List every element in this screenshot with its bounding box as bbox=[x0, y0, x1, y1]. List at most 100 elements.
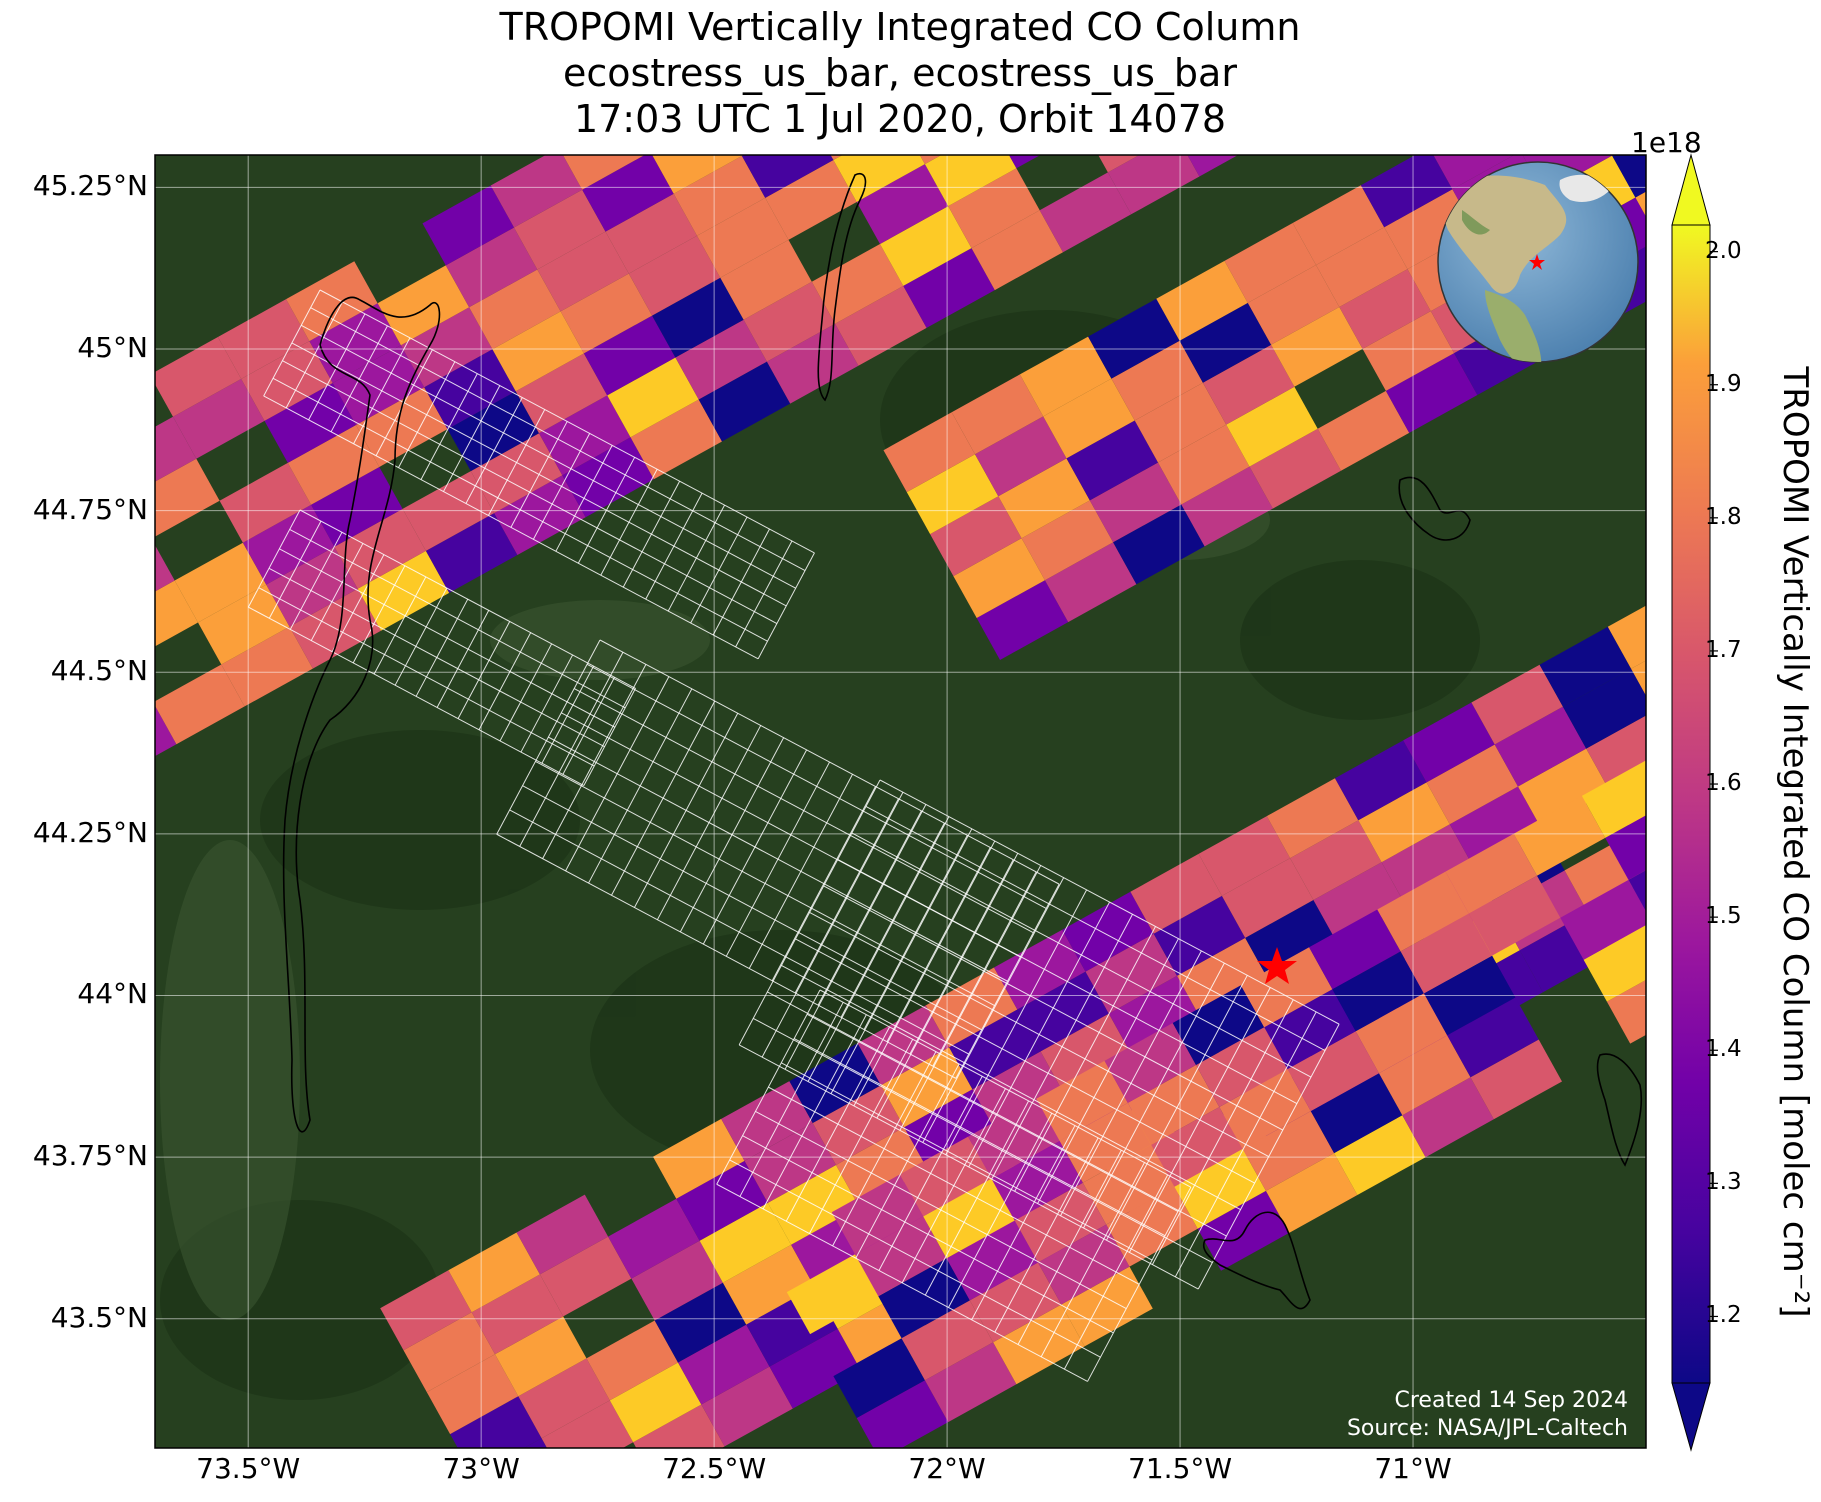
co-pixel bbox=[1265, 1153, 1358, 1233]
co-pixel bbox=[769, 1328, 861, 1409]
chart-title: TROPOMI Vertically Integrated CO Column bbox=[499, 5, 1301, 49]
co-pixel bbox=[904, 1089, 996, 1170]
colorbar-tick-label: 1.5 bbox=[1705, 903, 1742, 930]
co-pixel bbox=[1245, 900, 1337, 980]
co-pixel bbox=[1287, 1031, 1379, 1112]
co-pixel bbox=[1518, 748, 1610, 829]
co-pixel bbox=[766, 323, 859, 404]
co-pixel bbox=[1062, 891, 1154, 972]
co-pixel bbox=[1334, 1115, 1426, 1195]
co-pixel bbox=[562, 437, 654, 518]
co-pixel bbox=[221, 626, 313, 707]
co-pixel bbox=[332, 345, 425, 425]
co-pixel bbox=[1014, 1182, 1107, 1263]
co-pixel bbox=[1381, 824, 1474, 905]
co-pixel bbox=[631, 1240, 723, 1321]
ecostress-scene bbox=[496, 639, 1060, 1079]
co-pixel bbox=[675, 319, 767, 400]
co-pixel bbox=[1038, 1224, 1130, 1305]
co-pixel bbox=[1749, 42, 1821, 122]
lake-sebago-outline bbox=[1596, 1053, 1643, 1167]
co-pixel bbox=[701, 1366, 793, 1447]
co-pixel bbox=[1634, 0, 1726, 76]
colorbar-exponent: 1e18 bbox=[1631, 126, 1702, 159]
co-pixel bbox=[470, 433, 563, 514]
lake-winnipesaukee-outline bbox=[1202, 1211, 1311, 1310]
co-pixel bbox=[1198, 816, 1291, 896]
co-pixel bbox=[856, 164, 949, 244]
co-pixel bbox=[1725, 0, 1817, 80]
co-pixel bbox=[743, 281, 836, 362]
co-pixel bbox=[720, 239, 812, 320]
co-pixel bbox=[678, 1324, 770, 1405]
co-pixel bbox=[1310, 1073, 1403, 1154]
co-pixel bbox=[1447, 997, 1539, 1078]
co-pixel bbox=[469, 269, 561, 350]
lat-tick-label: 44.75°N bbox=[32, 492, 148, 526]
lat-tick-label: 45.25°N bbox=[32, 169, 148, 203]
co-pixel bbox=[1335, 740, 1427, 821]
co-pixel bbox=[880, 1047, 973, 1128]
co-pixel bbox=[17, 740, 109, 820]
co-pixel bbox=[1539, 626, 1632, 707]
co-pixel bbox=[1249, 428, 1341, 509]
co-pixel bbox=[155, 337, 242, 417]
lat-tick-label: 44.5°N bbox=[50, 654, 148, 688]
colorbar bbox=[1671, 153, 1718, 1452]
co-pixel bbox=[0, 534, 83, 614]
lake-memphremagog-outline bbox=[817, 173, 867, 402]
source-credit: Source: NASA/JPL-Caltech bbox=[1346, 1416, 1628, 1441]
co-pixel bbox=[495, 1316, 587, 1397]
globe-land bbox=[1442, 174, 1610, 362]
co-pixel bbox=[174, 542, 267, 623]
co-pixel bbox=[1290, 820, 1382, 900]
co-pixel bbox=[1226, 386, 1318, 467]
co-pixel bbox=[448, 1232, 540, 1313]
colorbar-tick-label: 1.8 bbox=[1705, 503, 1742, 530]
co-pixel bbox=[1098, 155, 1140, 173]
co-pixel bbox=[948, 168, 1040, 249]
co-pixel bbox=[264, 383, 356, 463]
co-pixel bbox=[924, 155, 1017, 207]
colorbar-tick-label: 1.3 bbox=[1705, 1169, 1742, 1196]
co-pixel bbox=[155, 458, 220, 537]
co-pixel bbox=[1085, 933, 1177, 1014]
co-pixel bbox=[833, 1338, 925, 1418]
co-pixel bbox=[242, 504, 335, 585]
co-pixel bbox=[426, 1354, 519, 1435]
co-pixel bbox=[1470, 1039, 1562, 1120]
co-pixel bbox=[0, 614, 38, 694]
co-pixel bbox=[1271, 307, 1363, 387]
co-pixel bbox=[471, 1274, 564, 1355]
co-pixel bbox=[1332, 951, 1424, 1032]
co-pixel bbox=[1635, 191, 1646, 217]
co-pixel bbox=[516, 1194, 609, 1275]
co-pixel bbox=[949, 1009, 1041, 1090]
co-pixel bbox=[1247, 265, 1340, 345]
co-pixel bbox=[0, 698, 85, 778]
colorbar-label: TROPOMI Vertically Integrated CO Column … bbox=[1775, 366, 1815, 1318]
lat-tick-label: 43.75°N bbox=[32, 1139, 148, 1173]
co-pixel bbox=[765, 160, 857, 240]
ecostress-scene bbox=[738, 779, 1340, 1290]
co-pixel bbox=[1158, 424, 1250, 505]
lat-tick-label: 44.25°N bbox=[32, 815, 148, 849]
lon-tick-label: 73°W bbox=[442, 1452, 520, 1485]
co-pixel bbox=[786, 1254, 879, 1335]
co-pixel bbox=[1449, 786, 1542, 867]
co-pixel bbox=[1313, 862, 1405, 942]
co-pixel bbox=[1631, 660, 1646, 696]
co-pixel bbox=[1772, 84, 1821, 164]
co-pixel bbox=[1181, 466, 1273, 547]
co-pixel bbox=[537, 231, 629, 312]
co-pixel bbox=[1814, 639, 1821, 719]
co-pixel bbox=[518, 1358, 610, 1439]
co-pixel bbox=[998, 458, 1090, 539]
co-pixel bbox=[1385, 353, 1478, 433]
co-pixel bbox=[541, 1400, 634, 1448]
co-pixel bbox=[653, 1118, 745, 1199]
co-pixel bbox=[722, 1244, 815, 1325]
co-pixel bbox=[1468, 875, 1561, 956]
